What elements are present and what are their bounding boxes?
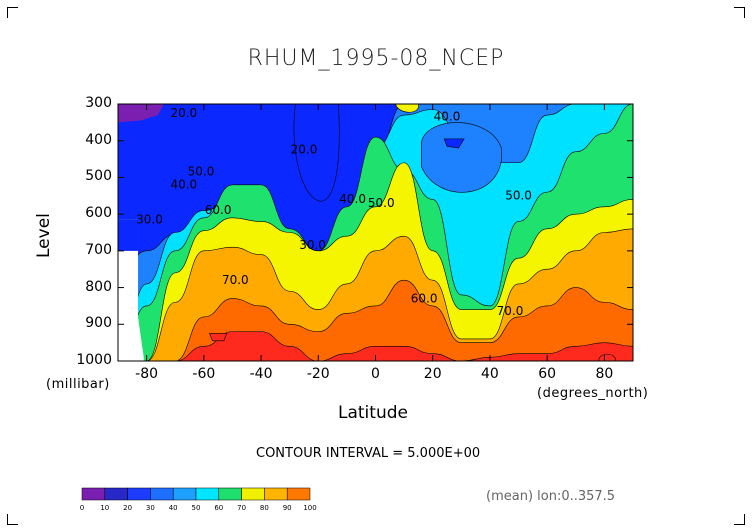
contour-label: 50.0 [368, 196, 395, 210]
colorbar-swatch [218, 487, 242, 501]
colorbar-swatch [241, 487, 265, 501]
x-tick-label: -80 [135, 366, 159, 382]
corner-mark-bl [7, 514, 18, 525]
y-tick-label: 400 [85, 131, 112, 148]
colorbar-swatch [195, 487, 220, 501]
colorbar-swatch [264, 487, 288, 501]
contour-label: 60.0 [411, 291, 438, 305]
contour-label: 30.0 [136, 212, 163, 226]
colorbar-swatch [286, 487, 311, 501]
x-tick-label: 40 [481, 366, 499, 382]
y-tick-label: 700 [85, 241, 112, 258]
colorbar-label: 100 [303, 504, 317, 512]
colorbar-swatch [150, 487, 174, 501]
x-axis-title: Latitude [338, 403, 408, 423]
colorbar-swatch [104, 487, 128, 501]
contour-label: 60.0 [205, 203, 232, 217]
colorbar-label: 50 [191, 504, 201, 512]
band-lt20-south [293, 104, 340, 202]
colorbar-label: 0 [79, 504, 85, 512]
colorbar-swatch [81, 487, 106, 501]
colorbar-swatch [127, 487, 151, 501]
contour-fill-group [118, 104, 633, 361]
colorbar-label: 90 [282, 504, 292, 512]
colorbar-label: 60 [214, 504, 224, 512]
corner-mark-br [734, 514, 745, 525]
contour-label: 30.0 [299, 238, 326, 252]
pocket-25 [443, 138, 465, 149]
y-tick-label: 800 [85, 278, 112, 295]
colorbar-label: 30 [145, 504, 155, 512]
x-tick-label: 80 [595, 366, 614, 382]
missing-data [118, 219, 144, 361]
contour-label: 40.0 [339, 192, 366, 206]
y-tick-label: 1000 [76, 352, 112, 368]
footer-mean-lon: (mean) lon:0..357.5 [486, 489, 616, 504]
corner-mark-tr [734, 7, 745, 18]
y-tick-label: 900 [85, 315, 112, 332]
pocket-90-south [209, 333, 228, 342]
chart-title: RHUM_1995-08_NCEP [247, 46, 505, 71]
colorbar-label: 80 [259, 504, 269, 512]
contour-label: 70.0 [497, 304, 524, 318]
colorbar-label: 40 [168, 504, 178, 512]
corner-mark-tl [7, 7, 18, 18]
contour-label: 70.0 [222, 273, 249, 287]
colorbar-label: 10 [100, 504, 110, 512]
missing-edge [118, 219, 139, 251]
x-tick-label: 60 [538, 366, 557, 382]
contour-label: 40.0 [170, 177, 197, 191]
band-30-north [420, 122, 502, 193]
y-axis-units: (millibar) [46, 377, 110, 392]
x-axis-units: (degrees_north) [537, 386, 649, 401]
colorbar-swatch [172, 487, 197, 501]
contour-label: 50.0 [188, 165, 215, 179]
colorbar-label: 70 [237, 504, 247, 512]
band-90 [118, 331, 633, 361]
band-lt10 [118, 104, 164, 123]
contour-label: 50.0 [505, 188, 532, 202]
x-tick-label: -40 [249, 366, 273, 382]
colorbar-label: 20 [123, 504, 133, 512]
contour-label: 40.0 [434, 110, 461, 124]
contour-interval-note: CONTOUR INTERVAL = 5.000E+00 [256, 446, 481, 461]
contour-label: 20.0 [291, 143, 318, 157]
y-tick-label: 300 [85, 95, 112, 111]
x-tick-label: -60 [192, 366, 216, 382]
y-tick-label: 600 [85, 205, 112, 222]
x-tick-label: -20 [306, 366, 330, 382]
y-tick-label: 500 [85, 168, 112, 185]
x-tick-label: 20 [423, 366, 442, 382]
x-tick-label: 0 [371, 366, 380, 382]
contour-label: 20.0 [170, 106, 197, 120]
